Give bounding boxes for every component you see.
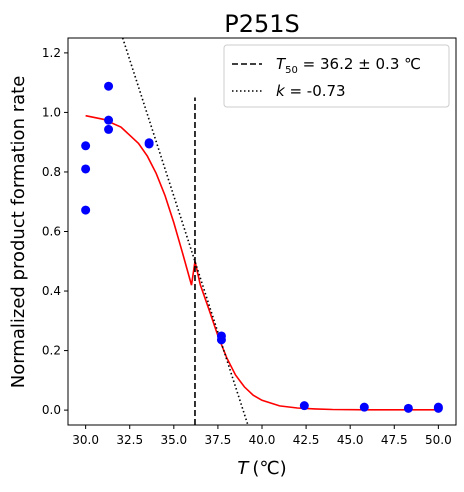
plot-marks [81, 38, 443, 425]
data-point [299, 401, 309, 411]
legend-box [223, 44, 450, 108]
legend-t50-symbol: T [276, 55, 287, 73]
data-point [81, 164, 91, 174]
legend-t50-value: = 36.2 ± 0.3 ℃ [298, 55, 421, 73]
x-axis-unit: (℃) [252, 458, 286, 479]
data-point [104, 81, 114, 91]
x-tick-label: 37.5 [205, 433, 232, 447]
y-axis-title: Normalized product formation rate [8, 76, 29, 389]
x-axis-variable: T [237, 458, 250, 479]
x-axis-ticks: 30.0 32.5 35.0 37.5 40.0 42.5 45.0 47.5 50.0 [72, 425, 452, 447]
plot-frame [67, 37, 457, 426]
data-point [104, 115, 114, 125]
x-tick-label: 42.5 [293, 433, 320, 447]
data-point [433, 402, 443, 412]
y-tick-label: 0.2 [42, 344, 61, 358]
y-tick-label: 0.8 [42, 165, 61, 179]
x-axis-title: T (℃) [237, 458, 286, 479]
legend-label-t50: T50 = 36.2 ± 0.3 ℃ [276, 55, 421, 76]
legend-t50-subscript: 50 [285, 65, 298, 76]
x-tick-label: 45.0 [337, 433, 364, 447]
y-axis-ticks: 0.0 0.2 0.4 0.6 0.8 1.0 1.2 [42, 46, 68, 417]
legend-k-value: = -0.73 [285, 82, 346, 100]
chart-title: P251S [224, 10, 300, 38]
y-tick-label: 0.0 [42, 403, 61, 417]
data-point [403, 403, 413, 413]
x-tick-label: 35.0 [160, 433, 187, 447]
x-tick-label: 32.5 [116, 433, 143, 447]
y-tick-label: 1.2 [42, 46, 61, 60]
data-point [216, 335, 226, 345]
data-point [81, 205, 91, 215]
data-point [144, 139, 154, 149]
legend: T50 = 36.2 ± 0.3 ℃ k = -0.73 [223, 44, 450, 108]
fit-curve [85, 114, 439, 411]
y-tick-label: 0.6 [42, 225, 61, 239]
x-tick-label: 40.0 [249, 433, 276, 447]
x-tick-label: 30.0 [72, 433, 99, 447]
x-tick-label: 47.5 [381, 433, 408, 447]
data-point [81, 141, 91, 151]
y-tick-label: 0.4 [42, 284, 61, 298]
data-point [104, 124, 114, 134]
legend-k-symbol: k [276, 82, 286, 100]
x-tick-label: 50.0 [425, 433, 452, 447]
legend-label-k: k = -0.73 [276, 82, 346, 100]
data-point [359, 402, 369, 412]
y-tick-label: 1.0 [42, 105, 61, 119]
